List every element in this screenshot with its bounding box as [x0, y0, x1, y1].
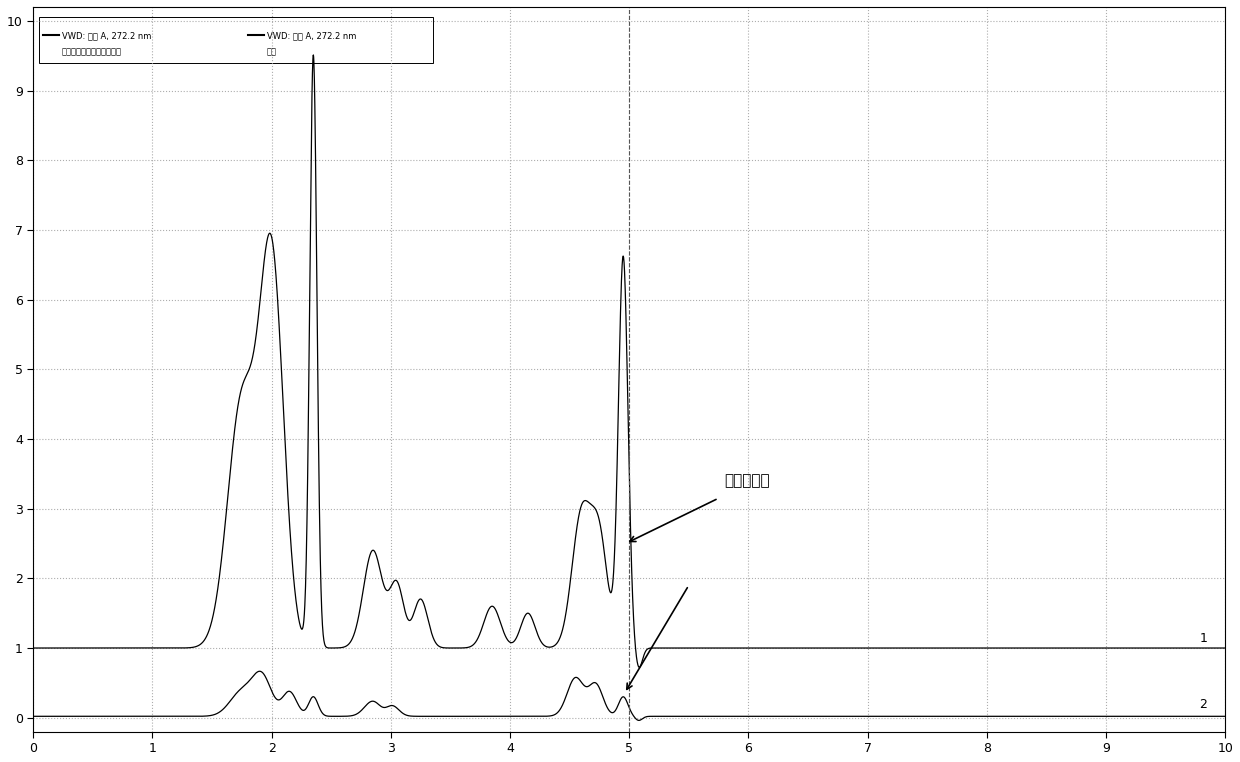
Text: VWD: 信号 A, 272.2 nm: VWD: 信号 A, 272.2 nm	[267, 32, 356, 40]
Text: 1: 1	[1199, 632, 1208, 645]
Text: 盐酸氨基脲: 盐酸氨基脲	[724, 472, 770, 488]
FancyBboxPatch shape	[40, 18, 433, 62]
Text: 供品: 供品	[267, 48, 277, 56]
Text: VWD: 信号 A, 272.2 nm: VWD: 信号 A, 272.2 nm	[62, 32, 151, 40]
Text: 卡巴克络磺酸钠对照品色谱: 卡巴克络磺酸钠对照品色谱	[62, 48, 122, 56]
Text: 2: 2	[1199, 698, 1208, 711]
